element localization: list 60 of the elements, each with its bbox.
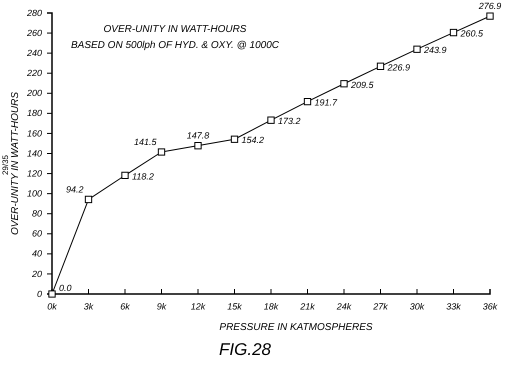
y-tick-label: 40 (32, 248, 42, 259)
y-tick-label: 120 (26, 168, 42, 178)
x-tick-label: 9k (156, 302, 167, 312)
data-label: 173.2 (278, 116, 301, 126)
data-label: 154.2 (242, 135, 264, 146)
data-label: 276.9 (478, 1, 502, 12)
point (304, 98, 312, 106)
y-tick-label: 160 (26, 128, 42, 138)
data-label: 260.5 (460, 28, 484, 39)
x-tick-label: 3k (84, 302, 94, 312)
y-tick-label: 140 (26, 148, 42, 158)
data-label: 243.9 (423, 45, 447, 56)
point (158, 148, 166, 156)
point (267, 116, 275, 124)
text: BASED ON 500lph OF HYD. & OXY. @ 1000C (70, 40, 280, 51)
y-axis-title: OVER-UNITY IN WATT-HOURS (10, 92, 21, 235)
point (486, 12, 494, 20)
x-tick-label: 18k (264, 302, 279, 312)
x-tick-label: 33k (446, 302, 462, 312)
y-tick-label: 260 (26, 28, 42, 38)
y-tick-label: 80 (32, 208, 42, 219)
point (48, 290, 56, 298)
data-label: 209.5 (350, 80, 375, 90)
point (121, 172, 129, 180)
y-tick-label: 180 (26, 108, 42, 118)
y-tick-label: 240 (26, 48, 42, 58)
x-tick-label: 27k (372, 302, 388, 312)
x-tick-label: 15k (227, 302, 242, 312)
y-tick-label: 20 (30, 268, 42, 279)
point (450, 28, 458, 36)
x-tick-label: 0k (47, 302, 58, 312)
x-axis-title: PRESSURE IN KATMOSPHERES (219, 322, 373, 333)
point (84, 196, 92, 204)
data-label: 147.8 (186, 130, 210, 141)
point (413, 46, 421, 53)
point (340, 80, 348, 88)
point (376, 62, 384, 70)
data-label: 118.2 (132, 171, 154, 182)
y-tick-label: 0 (36, 288, 42, 299)
point (194, 142, 202, 150)
point (230, 136, 238, 143)
data-label: 94.2 (66, 184, 84, 194)
text: OVER-UNITY IN WATT-HOURS (104, 24, 247, 35)
y-tick-label: 100 (26, 188, 42, 199)
x-tick-label: 12k (190, 302, 206, 312)
x-tick-label: 6k (120, 302, 130, 312)
text: 29/35 (1, 154, 10, 176)
x-tick-label: 21k (299, 302, 316, 312)
y-tick-label: 280 (26, 8, 42, 18)
x-tick-label: 30k (410, 302, 425, 312)
y-tick-label: 220 (26, 68, 42, 78)
data-label: 226.9 (386, 62, 410, 72)
data-label: 191.7 (314, 98, 338, 108)
data-label: 141.5 (134, 136, 158, 147)
x-tick-label: 24k (336, 302, 352, 312)
y-tick-label: 200 (26, 88, 42, 98)
caption: FIG.28 (219, 340, 272, 359)
data-label: 0.0 (59, 283, 72, 293)
y-tick-label: 60 (32, 228, 42, 239)
x-tick-label: 36k (482, 302, 498, 312)
